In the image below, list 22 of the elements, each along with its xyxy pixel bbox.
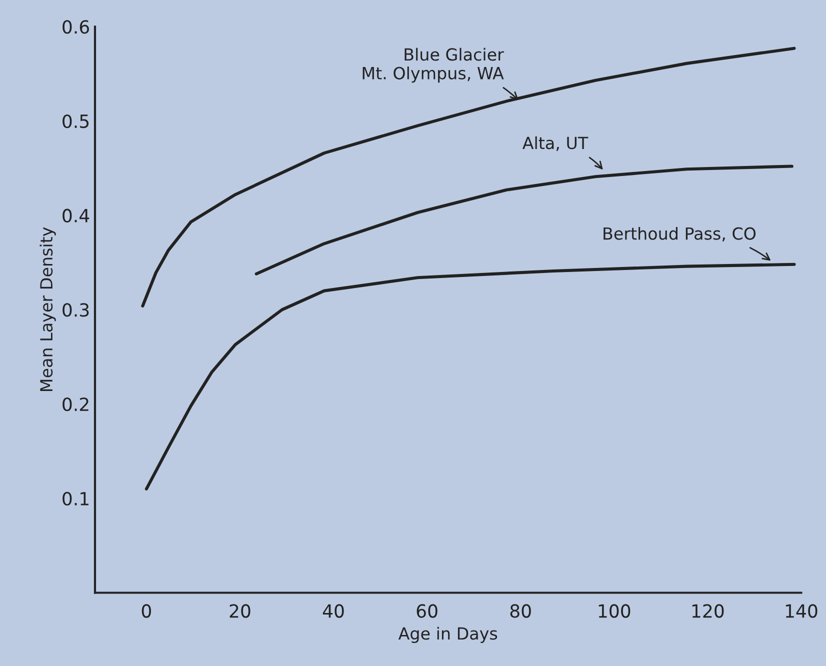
x-tick-label: 20: [230, 604, 250, 618]
y-axis-title: Mean Layer Density: [40, 227, 56, 391]
x-tick-label: 40: [322, 604, 344, 618]
y-tick-label: 0.5: [62, 114, 89, 128]
x-tick-label: 120: [692, 604, 724, 618]
y-tick-label: 0.3: [62, 303, 89, 317]
line-series: [144, 262, 796, 490]
annotation: Berthoud Pass, CO: [604, 226, 756, 242]
y-tick-label: 0.2: [62, 398, 88, 412]
x-tick-label: 140: [786, 604, 818, 618]
y-tick-label: 0.4: [62, 208, 90, 222]
y-tick-label: 0.1: [62, 492, 88, 506]
x-tick-label: 80: [510, 604, 531, 618]
annotation: Alta, UT: [522, 136, 588, 151]
x-axis-title: Age in Days: [398, 626, 498, 644]
x-tick-label: 0: [142, 604, 151, 618]
x-tick-label: 60: [416, 604, 438, 618]
line-series: [141, 46, 796, 308]
y-tick-label: 0.6: [62, 20, 89, 34]
annotation: Blue Glacier Mt. Olympus, WA: [362, 48, 504, 83]
line-series: [254, 164, 794, 276]
x-tick-label: 100: [598, 604, 630, 618]
